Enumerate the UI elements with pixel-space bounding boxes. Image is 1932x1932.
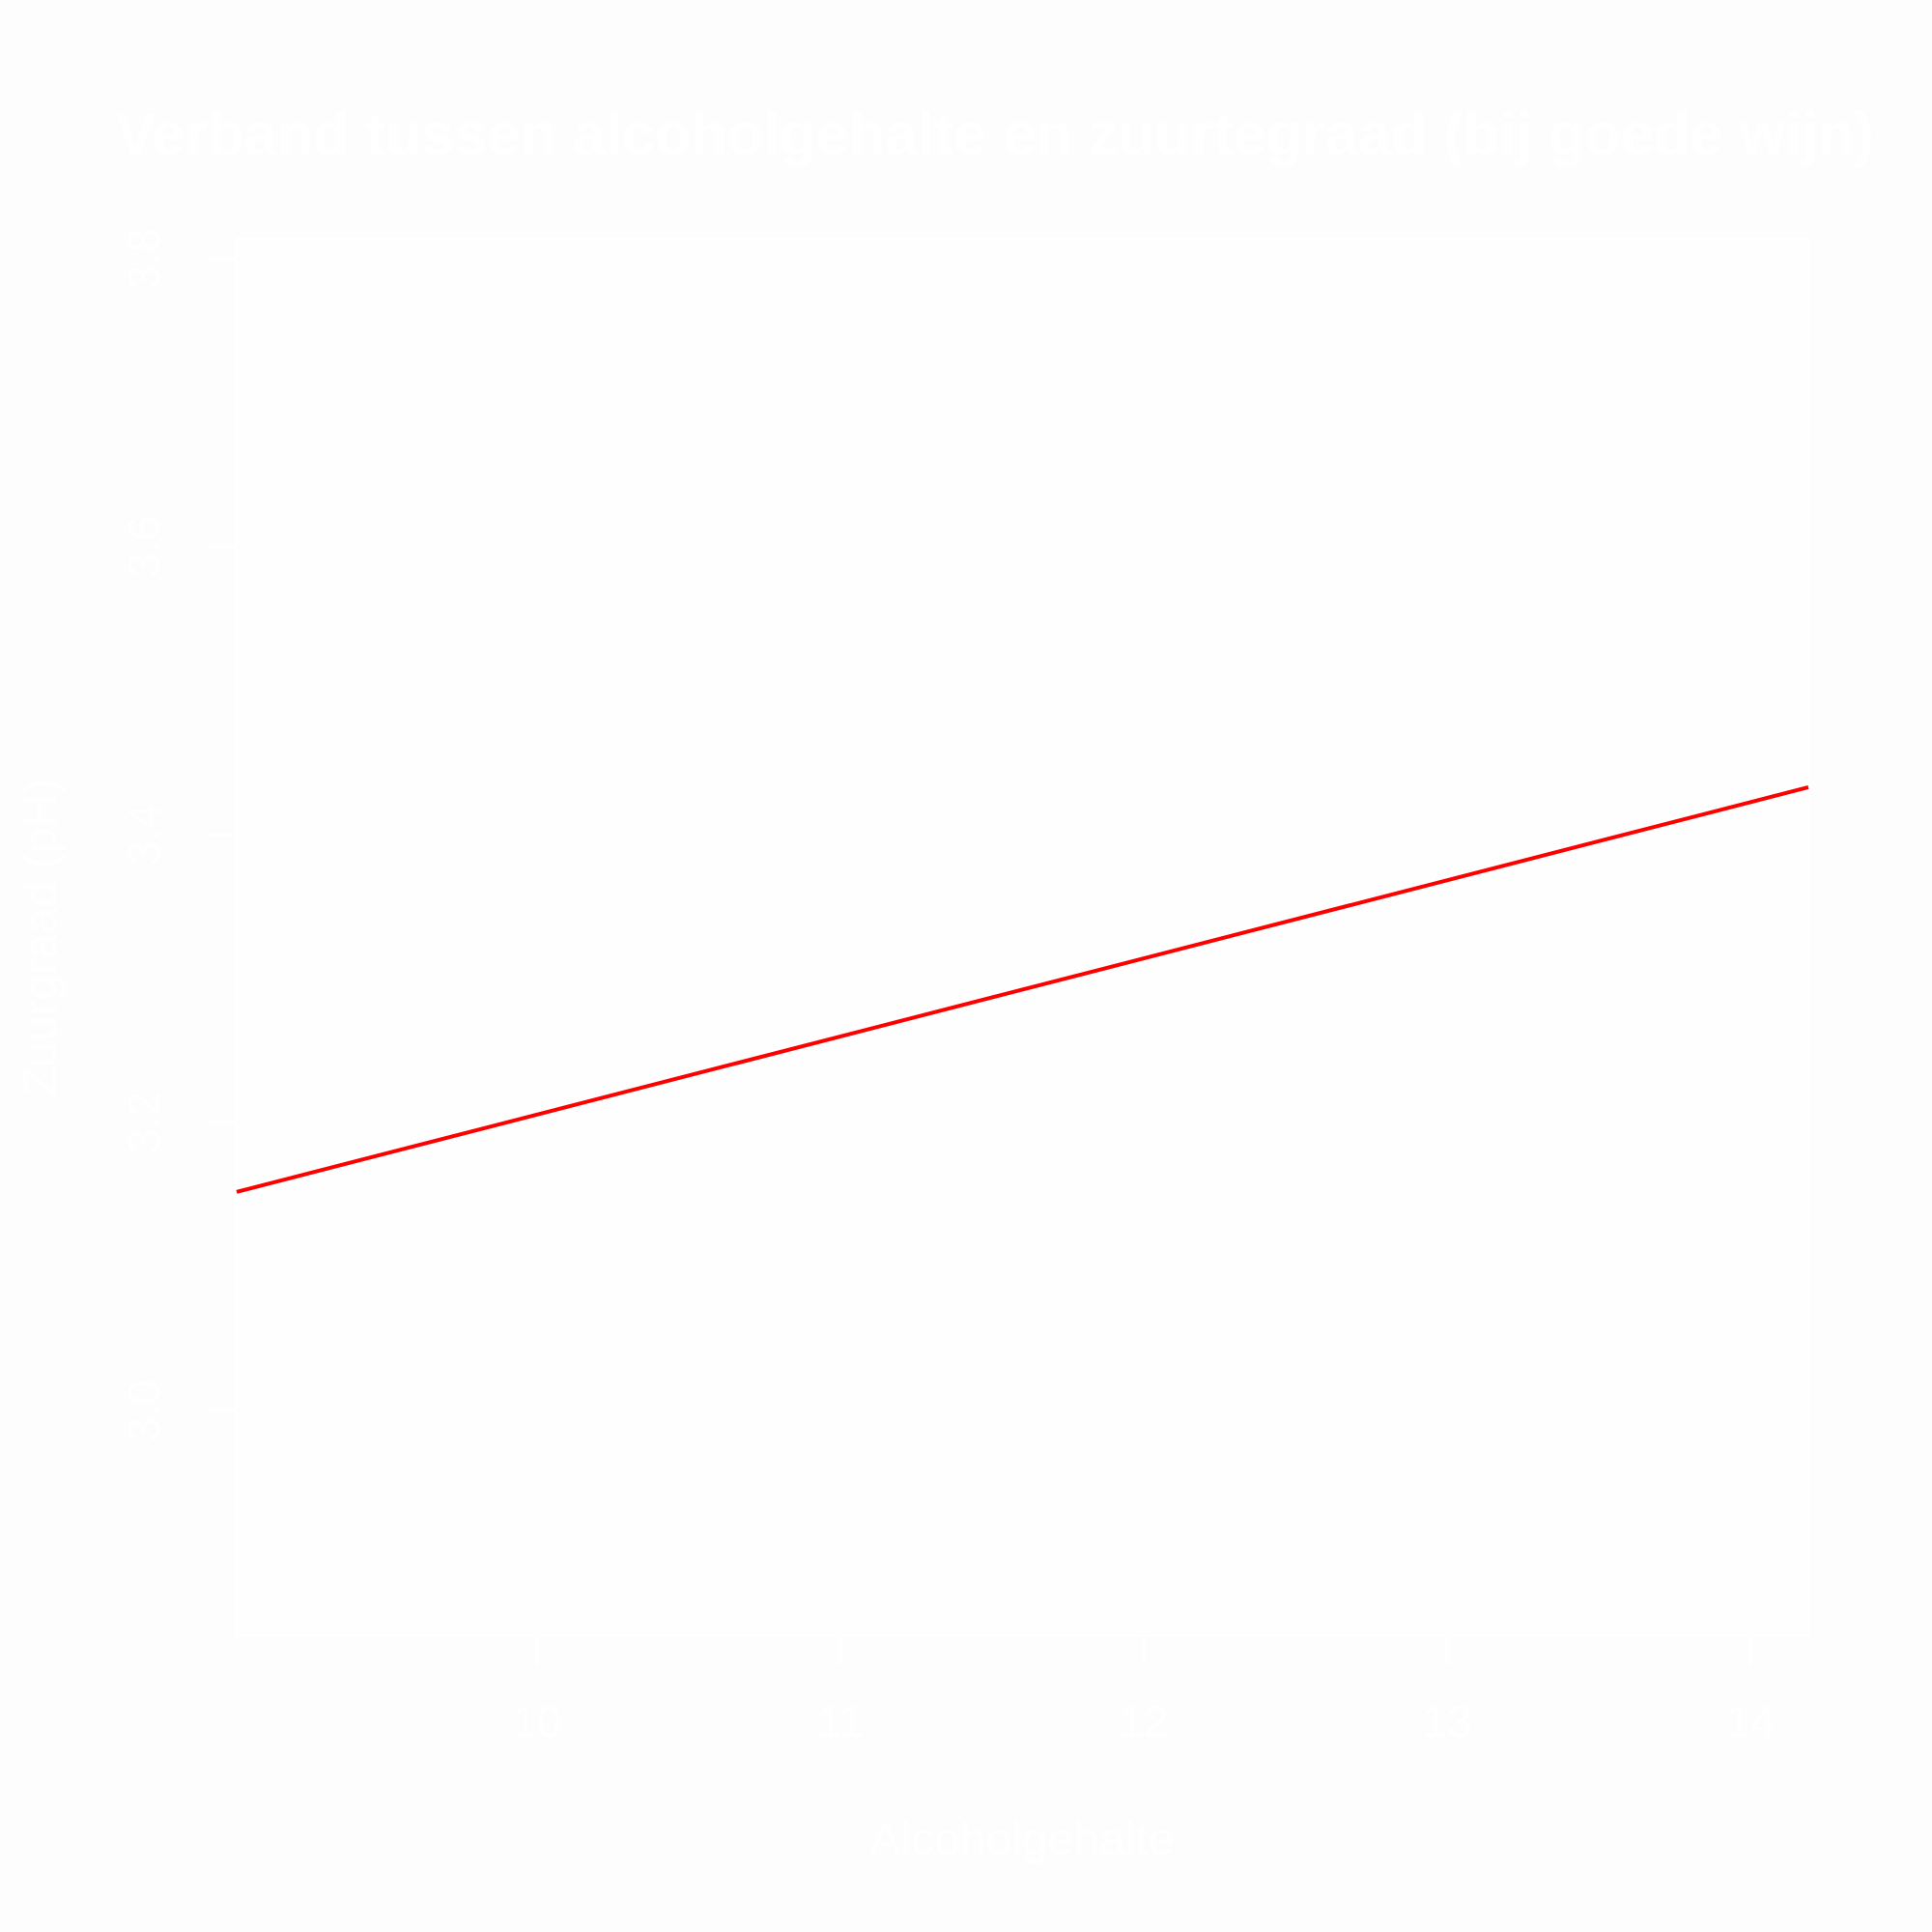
x-tick-label: 13 xyxy=(1423,1696,1472,1747)
x-tick-label: 14 xyxy=(1726,1696,1776,1747)
x-tick-label: 11 xyxy=(817,1696,864,1747)
y-tick-label: 3.0 xyxy=(119,1379,169,1441)
x-axis: 10 11 12 13 14 xyxy=(512,1635,1776,1747)
x-tick-label: 12 xyxy=(1120,1696,1169,1747)
x-axis-label: Alcoholgehalte xyxy=(870,1814,1175,1865)
series-group xyxy=(236,785,1809,1194)
trend-line xyxy=(236,785,1809,1194)
chart-title: Verband tussen alcoholgehalte en zuurteg… xyxy=(116,101,1874,168)
y-axis: 3.0 3.2 3.4 3.6 3.8 xyxy=(119,228,237,1441)
y-tick-label: 3.2 xyxy=(119,1092,169,1153)
y-tick-label: 3.6 xyxy=(119,516,169,578)
x-tick-label: 10 xyxy=(512,1696,561,1747)
y-axis-label: Zuurgraad (pH) xyxy=(15,779,67,1095)
y-tick-label: 3.8 xyxy=(119,228,169,290)
plot-area xyxy=(235,237,1810,1637)
y-tick-label: 3.4 xyxy=(119,804,169,866)
